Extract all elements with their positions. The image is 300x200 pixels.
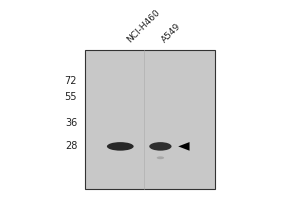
Ellipse shape — [157, 156, 164, 159]
Text: A549: A549 — [160, 22, 183, 45]
Ellipse shape — [107, 142, 134, 151]
FancyBboxPatch shape — [85, 50, 215, 189]
Text: 72: 72 — [65, 76, 77, 86]
Polygon shape — [178, 142, 190, 151]
Text: 28: 28 — [65, 141, 77, 151]
Text: 55: 55 — [65, 92, 77, 102]
Text: NCI-H460: NCI-H460 — [125, 8, 161, 45]
Ellipse shape — [149, 142, 172, 151]
Text: 36: 36 — [65, 118, 77, 128]
